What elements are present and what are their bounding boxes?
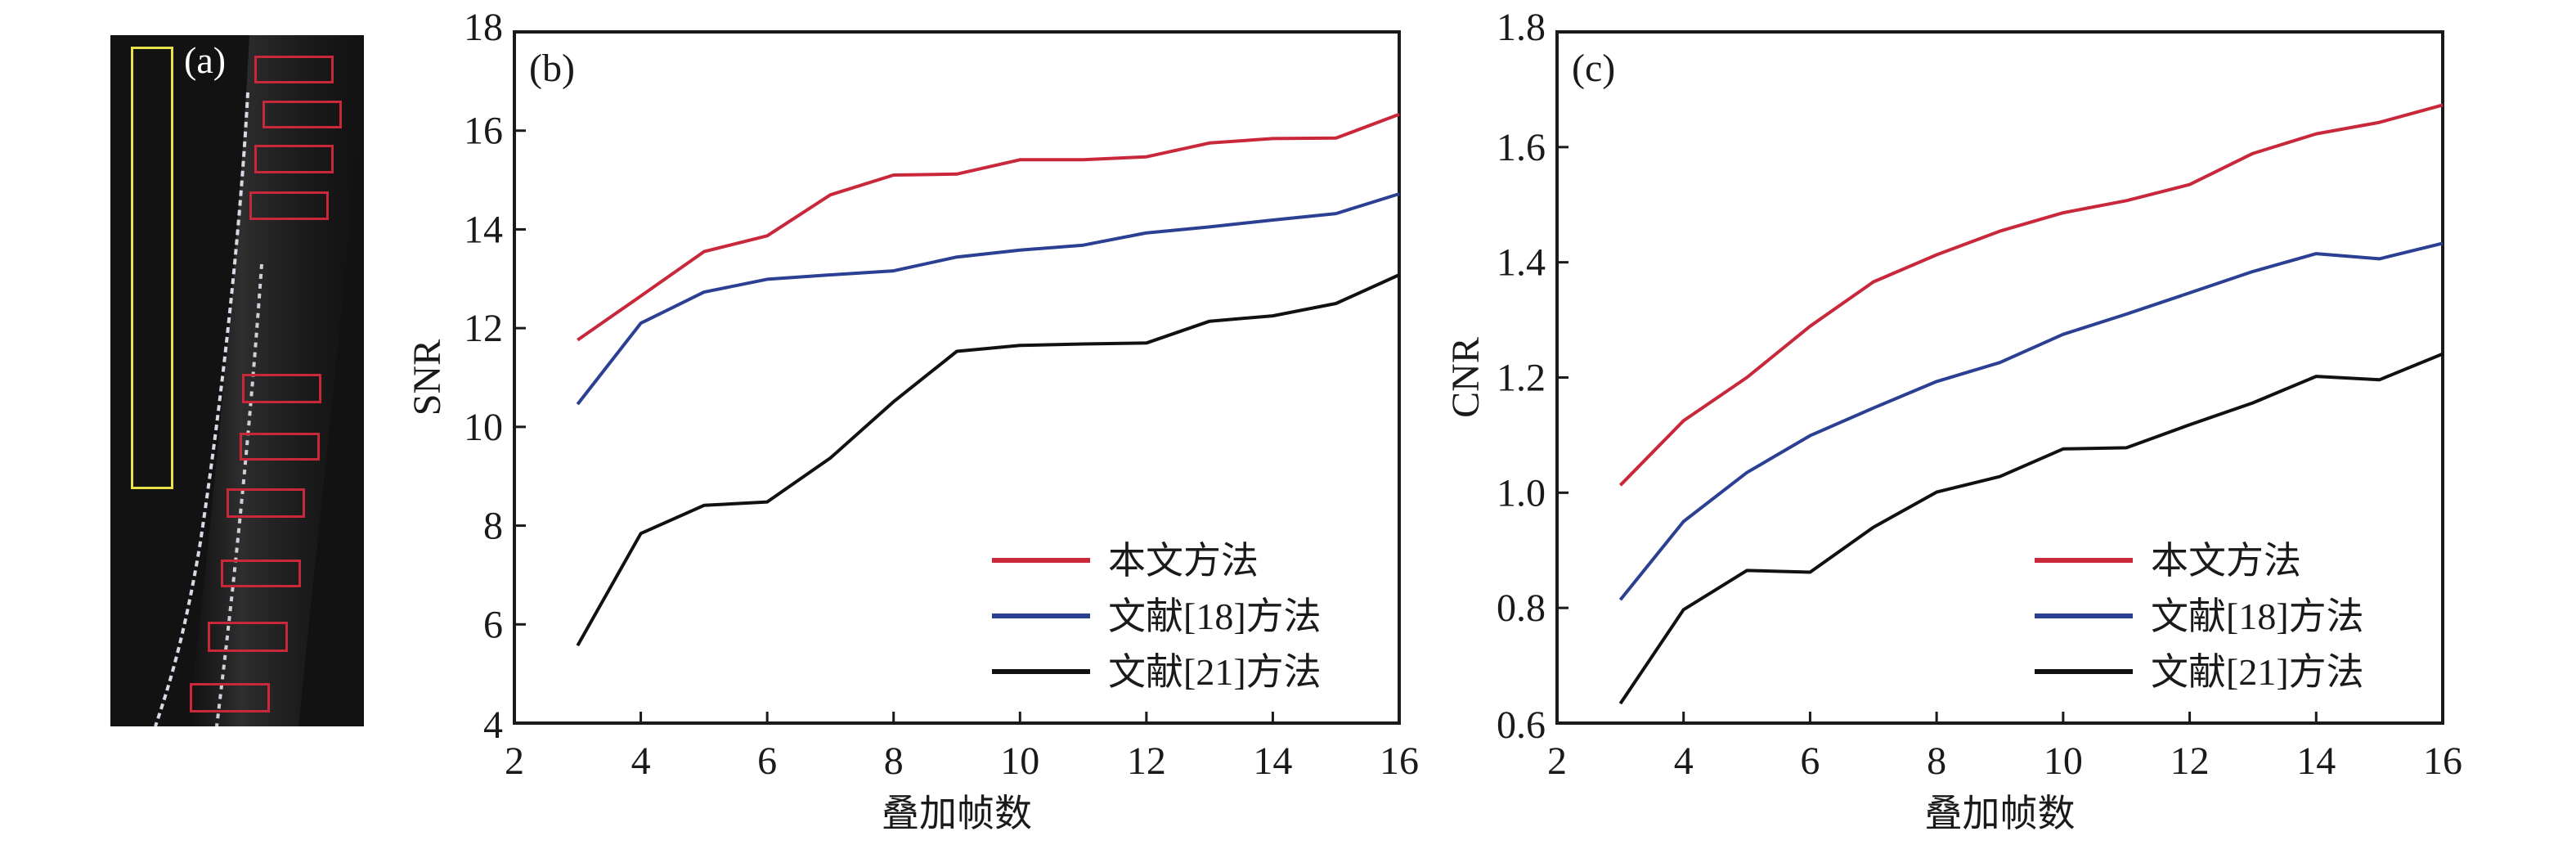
signal-roi	[254, 145, 334, 173]
x-tick-label: 10	[1000, 739, 1039, 783]
tissue-band	[188, 35, 364, 726]
oct-image-panel: (a)	[110, 35, 364, 726]
y-tick-label: 1.0	[1497, 471, 1546, 515]
x-tick-label: 4	[1674, 739, 1694, 783]
y-tick-label: 18	[464, 6, 503, 49]
legend-label: 本文方法	[1108, 540, 1259, 582]
y-tick-label: 0.8	[1497, 587, 1546, 630]
y-tick-label: 16	[464, 110, 503, 153]
legend-label: 文献[21]方法	[1108, 651, 1322, 693]
series-line-0	[1618, 103, 2444, 487]
y-tick-label: 6	[483, 603, 503, 646]
y-tick-label: 12	[464, 307, 503, 350]
x-tick-label: 6	[757, 739, 777, 783]
signal-roi	[263, 101, 342, 128]
panel-label-a: (a)	[184, 39, 227, 81]
x-tick-label: 4	[631, 739, 651, 783]
background-roi	[131, 47, 173, 489]
x-tick-label: 2	[505, 739, 524, 783]
x-tick-label: 14	[1253, 739, 1292, 783]
y-axis-label: SNR	[406, 339, 449, 416]
x-tick-label: 14	[2296, 739, 2336, 783]
series-line-1	[1618, 241, 2444, 601]
x-tick-label: 16	[2423, 739, 2462, 783]
legend-label: 本文方法	[2151, 540, 2301, 582]
y-tick-label: 0.6	[1497, 703, 1546, 747]
y-tick-label: 1.4	[1497, 241, 1546, 285]
x-tick-label: 12	[2170, 739, 2210, 783]
x-tick-label: 10	[2044, 739, 2083, 783]
y-axis-label: CNR	[1444, 337, 1488, 418]
y-tick-label: 1.8	[1497, 6, 1546, 49]
plot-frame	[513, 30, 1401, 725]
x-tick-label: 12	[1127, 739, 1166, 783]
x-tick-label: 6	[1800, 739, 1820, 783]
legend-label: 文献[18]方法	[1108, 596, 1322, 637]
y-tick-label: 10	[464, 406, 503, 449]
signal-roi	[240, 433, 320, 461]
series-line-1	[576, 192, 1400, 406]
y-tick-label: 1.2	[1497, 357, 1546, 400]
signal-roi	[208, 622, 288, 652]
cnr-chart: 2 4 6 8 10 12 14 16 0.6 0.8 1.0 1.2 1.4 1.6 1.8 叠加帧数 CNR…	[1444, 6, 2462, 834]
inner-boundary-line	[215, 263, 263, 726]
signal-roi	[221, 560, 301, 587]
series-line-0	[577, 112, 1400, 342]
signal-roi	[242, 374, 321, 403]
signal-roi	[254, 56, 334, 83]
x-tick-label: 2	[1547, 739, 1567, 783]
y-tick-label: 14	[464, 208, 503, 251]
x-tick-label: 16	[1380, 739, 1419, 783]
y-tick-label: 1.6	[1497, 126, 1546, 169]
series-line-2	[576, 273, 1400, 647]
x-axis-label: 叠加帧数	[1925, 793, 2076, 834]
snr-chart: 2 4 6 8 10 12 14 164681012141618叠加帧数SNR(b)本文方法文…	[406, 6, 1419, 834]
legend-label: 文献[18]方法	[2151, 596, 2364, 637]
x-axis-label: 叠加帧数	[882, 793, 1032, 834]
y-tick-label: 8	[483, 505, 503, 548]
oct-image-texture	[154, 35, 364, 726]
panel-label: (c)	[1572, 47, 1615, 90]
panel-label: (b)	[529, 47, 575, 90]
legend-label: 文献[21]方法	[2151, 651, 2364, 693]
signal-roi	[190, 683, 270, 712]
signal-roi	[249, 191, 329, 220]
series-line-2	[1618, 352, 2444, 705]
x-tick-label: 8	[1927, 739, 1946, 783]
x-tick-label: 8	[884, 739, 904, 783]
signal-roi	[227, 488, 305, 518]
y-tick-label: 4	[483, 703, 503, 747]
